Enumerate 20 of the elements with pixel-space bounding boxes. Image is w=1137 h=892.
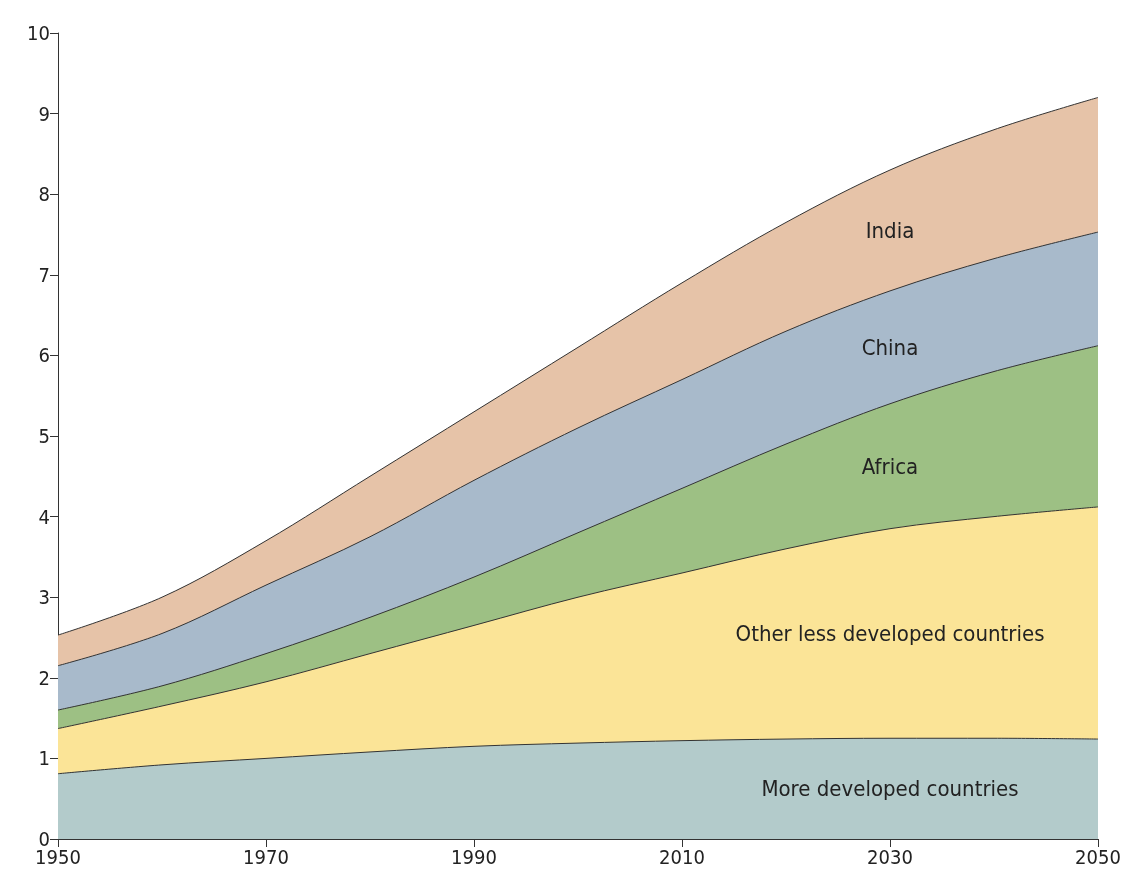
y-tick-label: 6 — [38, 343, 50, 368]
y-tick-label: 8 — [38, 182, 50, 207]
series-label: India — [865, 217, 915, 243]
series-label: Africa — [861, 453, 919, 479]
x-tick-label: 2010 — [659, 845, 705, 869]
y-tick-label: 7 — [38, 262, 50, 287]
y-tick-label: 9 — [38, 101, 50, 126]
y-tick-label: 5 — [38, 424, 50, 448]
y-tick-label: 10 — [27, 21, 50, 45]
series-label: China — [861, 334, 919, 360]
x-tick-label: 1990 — [451, 845, 497, 869]
y-tick-label: 3 — [38, 585, 50, 610]
y-tick-label: 4 — [38, 504, 50, 529]
x-tick-label: 1970 — [243, 845, 289, 869]
series-label: More developed countries — [761, 776, 1019, 802]
y-tick-label: 2 — [38, 665, 50, 690]
x-tick-label: 2050 — [1075, 845, 1121, 869]
series-label: Other less developed countries — [735, 620, 1045, 646]
x-tick-label: 2030 — [867, 845, 913, 869]
y-tick-label: 1 — [38, 746, 50, 771]
